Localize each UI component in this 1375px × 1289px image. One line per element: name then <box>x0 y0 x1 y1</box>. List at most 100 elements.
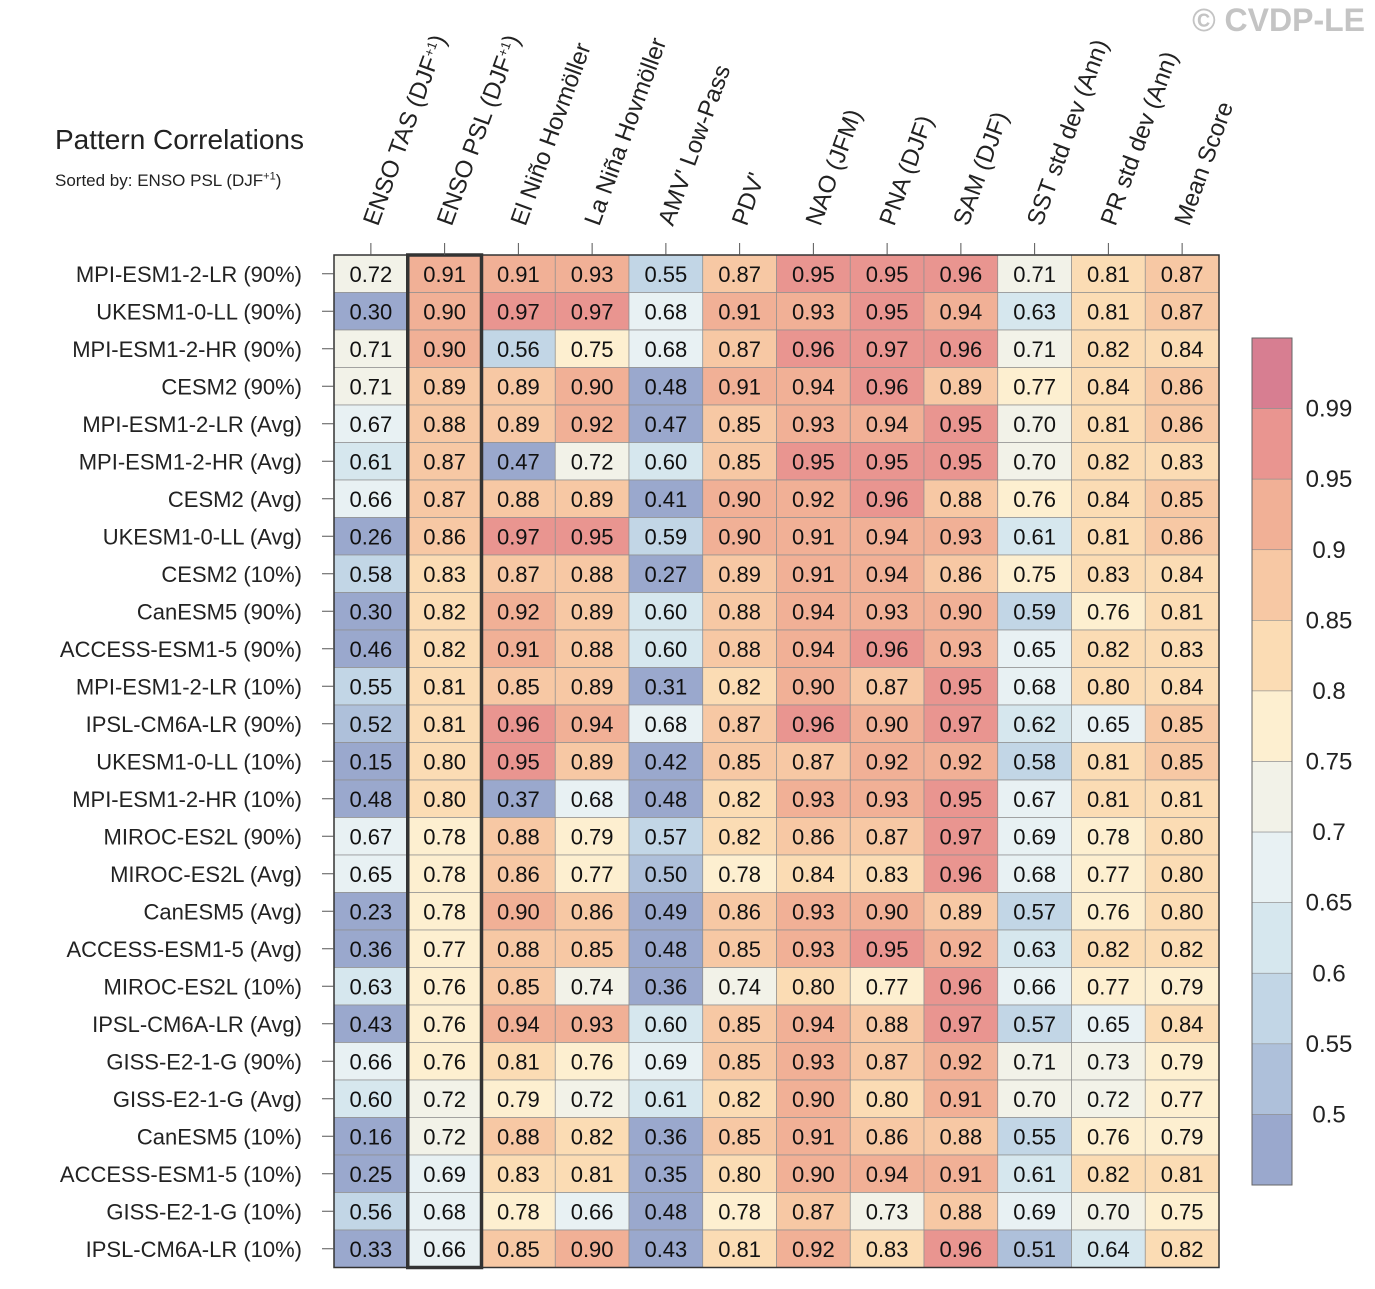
heatmap-cell <box>628 1192 704 1231</box>
heatmap-cell <box>481 929 556 968</box>
cell-value-label: 0.90 <box>792 1162 835 1187</box>
heatmap-cell <box>333 704 409 743</box>
cell-value-label: 0.80 <box>718 1162 761 1187</box>
cell-value-label: 0.82 <box>718 824 761 849</box>
heatmap-cell <box>333 404 409 443</box>
cell-value-label: 0.68 <box>644 299 687 324</box>
cell-value-label: 0.88 <box>423 412 466 437</box>
cell-value-label: 0.37 <box>497 787 540 812</box>
cell-value-label: 0.87 <box>718 337 761 362</box>
row-label: GISS-E2-1-G (90%) <box>106 1049 302 1074</box>
heatmap-cell <box>333 817 409 856</box>
cell-value-label: 0.86 <box>571 899 614 924</box>
cell-value-label: 0.69 <box>1013 824 1056 849</box>
heatmap-cell <box>997 254 1072 293</box>
cell-value-label: 0.65 <box>349 862 392 887</box>
heatmap-cell <box>554 254 630 293</box>
row-label: ACCESS-ESM1-5 (Avg) <box>66 937 302 962</box>
heatmap-cell <box>481 704 556 743</box>
cell-value-label: 0.95 <box>571 524 614 549</box>
cell-value-label: 0.85 <box>497 674 540 699</box>
cell-value-label: 0.60 <box>644 449 687 474</box>
cell-value-label: 0.87 <box>423 487 466 512</box>
heatmap-cell <box>1071 254 1146 293</box>
cell-value-label: 0.77 <box>1013 374 1056 399</box>
heatmap-cell <box>923 854 999 893</box>
cell-value-label: 0.81 <box>718 1237 761 1262</box>
cell-value-label: 0.84 <box>1161 674 1204 699</box>
heatmap-cell <box>776 704 851 743</box>
heatmap-cell <box>628 442 704 481</box>
cell-value-label: 0.96 <box>939 262 982 287</box>
heatmap-cell <box>1071 667 1146 706</box>
colorbar-segment <box>1251 408 1293 480</box>
heatmap-cell <box>628 629 704 668</box>
cell-value-label: 0.70 <box>1013 412 1056 437</box>
heatmap-cell <box>628 779 704 818</box>
cell-value-label: 0.90 <box>792 1087 835 1112</box>
cell-value-label: 0.90 <box>497 899 540 924</box>
row-label: UKESM1-0-LL (90%) <box>96 299 302 324</box>
cell-value-label: 0.76 <box>1087 1124 1130 1149</box>
cell-value-label: 0.52 <box>349 712 392 737</box>
cell-value-label: 0.30 <box>349 299 392 324</box>
cell-value-label: 0.88 <box>718 637 761 662</box>
heatmap-cell <box>407 1042 482 1081</box>
heatmap-cell <box>776 329 851 368</box>
heatmap-cell <box>702 404 777 443</box>
cell-value-label: 0.60 <box>644 637 687 662</box>
column-label: El Niño Hovmöller <box>506 39 597 229</box>
heatmap-cell <box>1144 292 1220 331</box>
heatmap-cell <box>407 1004 482 1043</box>
cell-value-label: 0.78 <box>1087 824 1130 849</box>
heatmap-cell <box>1144 1192 1220 1231</box>
heatmap-cell <box>554 1004 630 1043</box>
cell-value-label: 0.83 <box>497 1162 540 1187</box>
cell-value-label: 0.56 <box>349 1199 392 1224</box>
cell-value-label: 0.93 <box>939 637 982 662</box>
heatmap-cell <box>628 404 704 443</box>
cell-value-label: 0.89 <box>571 749 614 774</box>
cell-value-label: 0.71 <box>1013 262 1056 287</box>
cell-value-label: 0.86 <box>423 524 466 549</box>
heatmap-cell <box>628 1229 704 1268</box>
cell-value-label: 0.81 <box>1087 524 1130 549</box>
cell-value-label: 0.90 <box>423 299 466 324</box>
cell-value-label: 0.96 <box>939 862 982 887</box>
heatmap-cell <box>849 1004 925 1043</box>
heatmap-cell <box>923 929 999 968</box>
cell-value-label: 0.75 <box>571 337 614 362</box>
heatmap-cell <box>1071 704 1146 743</box>
colorbar-segment <box>1251 620 1293 692</box>
heatmap-cell <box>997 704 1072 743</box>
heatmap-cell <box>1144 779 1220 818</box>
chart-subtitle: Sorted by: ENSO PSL (DJF+1) <box>55 170 281 191</box>
heatmap-cell <box>997 1154 1072 1193</box>
heatmap-cell <box>997 554 1072 593</box>
cell-value-label: 0.95 <box>792 449 835 474</box>
cell-value-label: 0.81 <box>1161 1162 1204 1187</box>
cell-value-label: 0.89 <box>939 899 982 924</box>
cell-value-label: 0.66 <box>349 487 392 512</box>
cell-value-label: 0.27 <box>644 562 687 587</box>
heatmap-cell <box>923 1042 999 1081</box>
heatmap-cell <box>997 1229 1072 1268</box>
cell-value-label: 0.77 <box>1087 862 1130 887</box>
heatmap-cell <box>1071 329 1146 368</box>
colorbar-tick-label: 0.5 <box>1312 1101 1345 1128</box>
cell-value-label: 0.92 <box>939 749 982 774</box>
cell-value-label: 0.80 <box>1161 899 1204 924</box>
row-label: GISS-E2-1-G (10%) <box>106 1199 302 1224</box>
cell-value-label: 0.65 <box>1087 1012 1130 1037</box>
cell-value-label: 0.91 <box>792 562 835 587</box>
heatmap-cell <box>554 854 630 893</box>
cell-value-label: 0.65 <box>1013 637 1056 662</box>
cell-value-label: 0.93 <box>792 1049 835 1074</box>
row-label: MPI-ESM1-2-HR (10%) <box>72 787 302 812</box>
heatmap-cell <box>333 1192 409 1231</box>
heatmap-cell <box>776 854 851 893</box>
heatmap-cell <box>481 779 556 818</box>
heatmap-cell <box>923 817 999 856</box>
heatmap-cell <box>702 967 777 1006</box>
heatmap-cell <box>923 1004 999 1043</box>
